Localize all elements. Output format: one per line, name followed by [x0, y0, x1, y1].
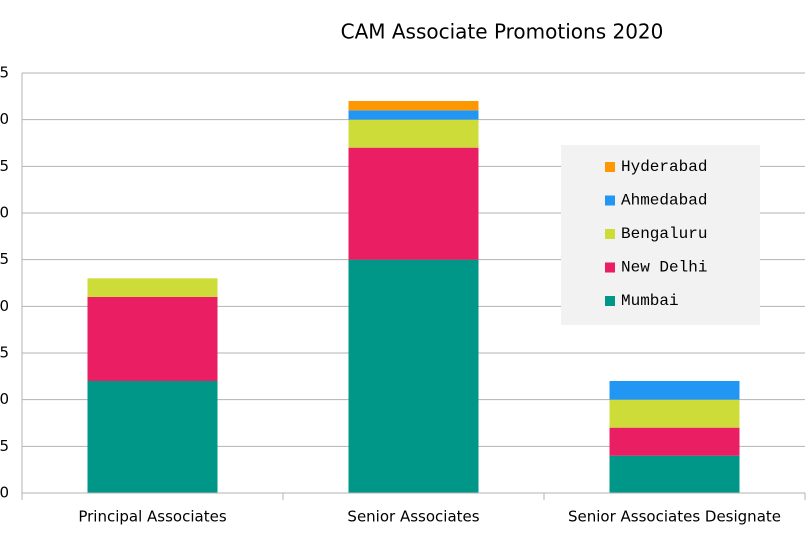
bar-segment — [609, 381, 740, 400]
legend-swatch — [605, 296, 615, 306]
bar-segment — [348, 101, 479, 111]
bar-segment — [609, 455, 740, 493]
legend-box — [561, 145, 760, 325]
y-tick-label: 10 — [0, 390, 9, 408]
legend-swatch — [605, 195, 615, 206]
bar-segment — [609, 399, 740, 428]
bar-segment — [87, 297, 218, 381]
y-tick-label: 35 — [0, 157, 9, 175]
x-tick-label: Senior Associates — [347, 508, 479, 526]
legend-swatch — [605, 162, 615, 172]
y-tick-label: 40 — [0, 110, 9, 128]
legend-label: Mumbai — [621, 292, 679, 310]
y-tick-label: 25 — [0, 250, 9, 268]
chart-title: CAM Associate Promotions 2020 — [341, 20, 664, 44]
bar-segment — [609, 427, 740, 456]
y-tick-label: 45 — [0, 64, 9, 82]
y-tick-label: 15 — [0, 344, 9, 362]
y-tick-label: 0 — [0, 484, 9, 502]
y-tick-label: 5 — [0, 437, 9, 455]
legend-swatch — [605, 262, 615, 273]
x-tick-label: Principal Associates — [78, 508, 226, 526]
x-tick-label: Senior Associates Designate — [568, 508, 781, 526]
legend-label: Hyderabad — [621, 158, 707, 176]
bar-segment — [348, 259, 479, 493]
bar-segment — [348, 147, 479, 260]
y-tick-label: 30 — [0, 204, 9, 222]
legend-label: Ahmedabad — [621, 192, 707, 210]
legend-swatch — [605, 229, 615, 239]
legend-label: New Delhi — [621, 259, 707, 277]
bar-segment — [87, 278, 218, 297]
legend-label: Bengaluru — [621, 225, 707, 243]
y-tick-label: 20 — [0, 297, 9, 315]
bar-segment — [87, 381, 218, 493]
bar-segment — [348, 110, 479, 120]
bar-segment — [348, 119, 479, 148]
